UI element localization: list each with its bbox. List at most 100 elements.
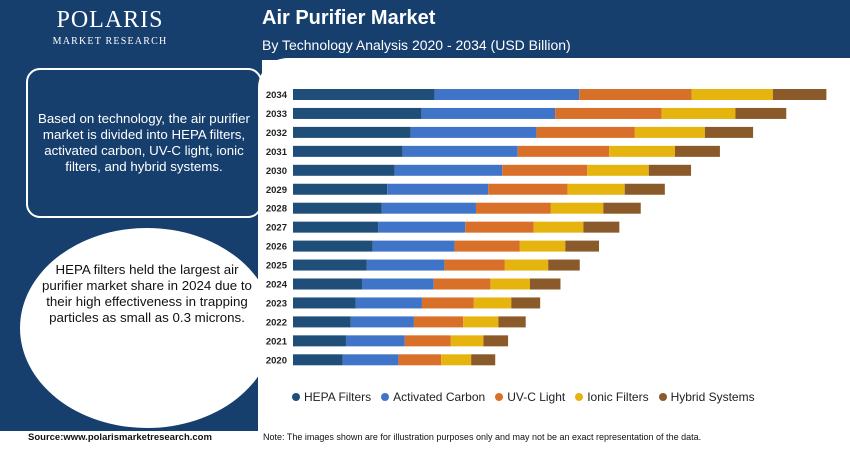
legend-label: HEPA Filters — [304, 390, 372, 404]
legend-label: Activated Carbon — [393, 390, 486, 404]
bar-segment — [366, 259, 445, 271]
bar-segment — [421, 297, 474, 309]
y-tick-label: 2032 — [266, 128, 287, 139]
bar-segment — [293, 89, 435, 100]
brand-name: POLARIS — [56, 7, 164, 33]
bar-segment — [603, 202, 641, 214]
bar-segment — [293, 316, 351, 328]
bar-segment — [350, 316, 414, 328]
bar-segment — [293, 335, 346, 347]
bar-segment — [674, 145, 720, 157]
bar-segment — [471, 354, 496, 366]
bar-segment — [404, 335, 451, 347]
bar-segment — [413, 316, 464, 328]
bar-segment — [387, 183, 489, 195]
bar-segment — [473, 297, 512, 309]
bar-segment — [691, 89, 773, 100]
y-tick-label: 2020 — [266, 355, 287, 366]
bar-segment — [362, 278, 434, 290]
y-tick-label: 2022 — [266, 317, 287, 328]
bar-segment — [434, 89, 580, 100]
bar-segment — [293, 126, 411, 138]
bar-segment — [293, 202, 382, 214]
bar-segment — [293, 164, 395, 176]
bar-segment — [498, 316, 526, 328]
y-tick-label: 2026 — [266, 242, 287, 253]
legend-swatch — [495, 393, 504, 401]
bar-segment — [587, 164, 649, 176]
bar-segment — [609, 145, 675, 157]
bar-segment — [490, 278, 530, 290]
bar-segment — [293, 221, 379, 233]
bar-segment — [530, 278, 561, 290]
bar-segment — [342, 354, 399, 366]
y-tick-label: 2033 — [266, 109, 287, 120]
disclaimer-note: Note: The images shown are for illustrat… — [263, 432, 702, 442]
source-text: Source:www.polarismarketresearch.com — [28, 432, 212, 443]
bar-segment — [394, 164, 503, 176]
bar-segment — [398, 354, 442, 366]
chart-legend: HEPA Filters Activated Carbon UV-C Light Io… — [292, 390, 765, 404]
bar-segment — [517, 145, 610, 157]
bar-segment — [293, 354, 343, 366]
bar-segment — [536, 126, 635, 138]
legend-swatch — [292, 393, 300, 401]
brand-logo: POLARIS MARKET RESEARCH — [30, 6, 190, 47]
bar-segment — [450, 335, 484, 347]
bar-segment — [378, 221, 466, 233]
y-tick-label: 2024 — [266, 280, 288, 291]
bar-segment — [293, 183, 388, 195]
bar-segment — [634, 126, 705, 138]
y-tick-label: 2023 — [266, 298, 287, 309]
bar-segment — [583, 221, 620, 233]
legend-item: Hybrid Systems — [658, 390, 755, 404]
y-tick-label: 2031 — [266, 147, 288, 158]
bar-segment — [410, 126, 537, 138]
bar-segment — [579, 89, 692, 100]
bar-segment — [550, 202, 604, 214]
bar-segment — [504, 259, 549, 271]
y-tick-label: 2028 — [266, 204, 287, 215]
bar-segment — [433, 278, 491, 290]
bar-segment — [444, 259, 505, 271]
legend-label: Ionic Filters — [587, 390, 649, 404]
legend-item: Ionic Filters — [575, 390, 649, 404]
y-tick-label: 2021 — [266, 336, 288, 347]
bar-segment — [465, 221, 534, 233]
bar-segment — [661, 107, 736, 119]
y-tick-label: 2034 — [266, 90, 288, 101]
bar-segment — [293, 278, 363, 290]
bar-segment — [372, 240, 455, 252]
legend-label: UV-C Light — [507, 390, 566, 404]
bar-segment — [624, 183, 665, 195]
bar-segment — [381, 202, 476, 214]
bar-segment — [772, 89, 827, 100]
bar-segment — [735, 107, 787, 119]
highlight-circle — [20, 228, 274, 428]
bar-segment — [519, 240, 566, 252]
highlight-text: HEPA filters held the largest air purifi… — [42, 262, 252, 325]
bar-segment — [483, 335, 509, 347]
stacked-bar-chart: 2034 2033 2032 2031 2030 2029 2028 2027 2026 2025… — [266, 89, 827, 366]
bar-segment — [402, 145, 518, 157]
bar-segment — [355, 297, 422, 309]
y-tick-label: 2029 — [266, 185, 287, 196]
bar-segment — [293, 107, 422, 119]
legend-item: Activated Carbon — [381, 390, 485, 404]
legend-item: UV-C Light — [495, 390, 565, 404]
legend-swatch — [381, 393, 390, 401]
bar-segment — [293, 297, 356, 309]
bar-segment — [565, 240, 600, 252]
bar-segment — [345, 335, 405, 347]
bar-segment — [511, 297, 541, 309]
bar-segment — [293, 240, 373, 252]
bar-segment — [293, 145, 403, 157]
bar-segment — [548, 259, 580, 271]
header-band — [262, 0, 850, 60]
y-tick-label: 2030 — [266, 166, 287, 177]
y-tick-label: 2025 — [266, 261, 288, 272]
page-subtitle: By Technology Analysis 2020 - 2034 (USD … — [262, 37, 571, 53]
footer — [0, 431, 850, 451]
bar-segment — [533, 221, 584, 233]
brand-tagline: MARKET RESEARCH — [52, 36, 168, 47]
